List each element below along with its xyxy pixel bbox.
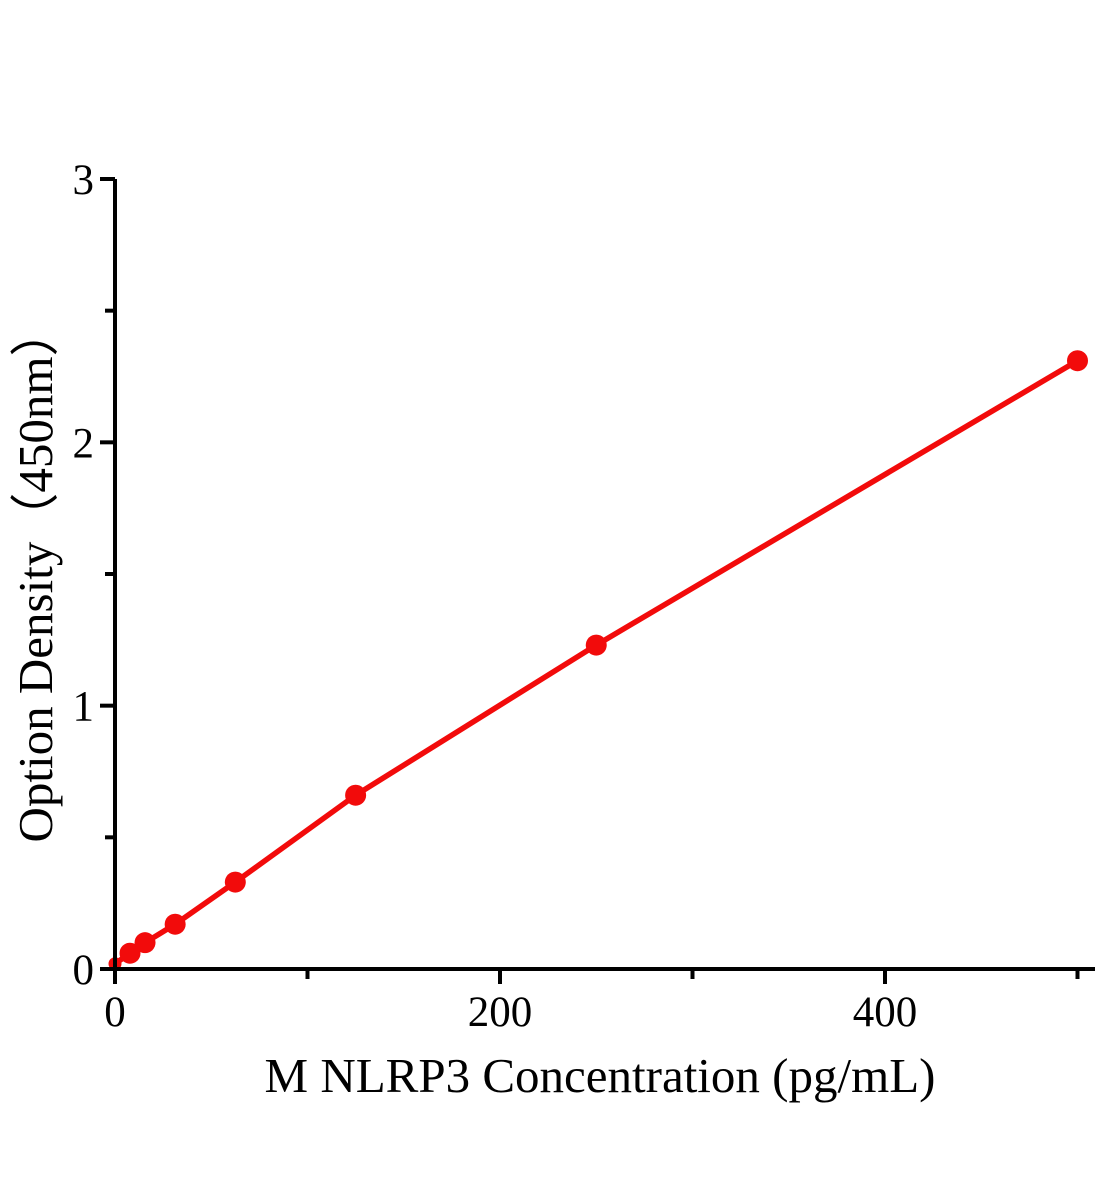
y-axis-title: Option Density（450nm）	[8, 308, 63, 843]
axes	[113, 179, 1095, 971]
x-tick-label: 0	[104, 989, 126, 1036]
y-tick-label: 3	[73, 157, 95, 204]
data-point-marker	[1067, 350, 1088, 372]
data-series	[108, 350, 1088, 971]
x-tick-label: 400	[853, 989, 918, 1036]
x-axis-title: M NLRP3 Concentration (pg/mL)	[265, 1048, 936, 1103]
data-point-marker	[585, 634, 607, 656]
axis-ticks	[100, 177, 1080, 984]
y-tick-label: 2	[73, 420, 95, 467]
data-point-marker	[164, 913, 186, 935]
data-point-marker	[345, 784, 367, 806]
standard-curve-line	[112, 357, 1081, 967]
x-tick-label: 200	[468, 989, 533, 1036]
y-tick-label: 1	[73, 684, 95, 731]
data-point-marker	[119, 942, 141, 964]
y-tick-label: 0	[73, 947, 95, 994]
data-point-marker	[224, 871, 246, 893]
axis-tick-labels: 0 200 400 0 1 2 3	[73, 157, 918, 1036]
data-point-marker	[134, 932, 156, 954]
